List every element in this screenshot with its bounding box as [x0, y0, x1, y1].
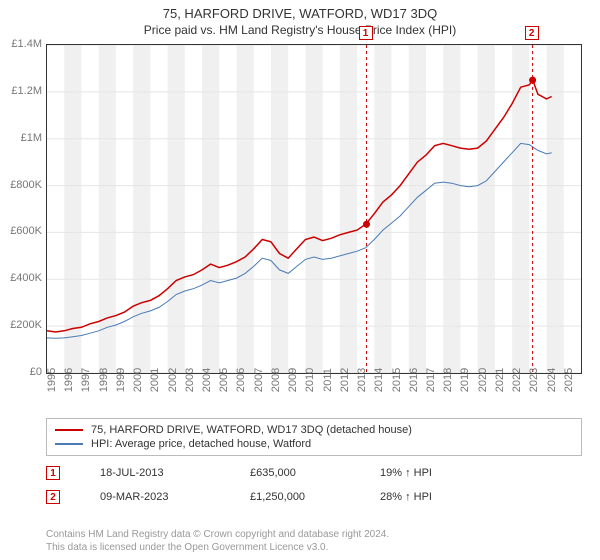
- x-axis-label: 2006: [235, 368, 247, 392]
- legend-label: HPI: Average price, detached house, Watf…: [91, 438, 311, 450]
- legend: 75, HARFORD DRIVE, WATFORD, WD17 3DQ (de…: [46, 418, 582, 456]
- x-axis-label: 2025: [563, 368, 575, 392]
- sale-marker-icon: 2: [46, 490, 60, 504]
- chart-plot: [46, 44, 582, 374]
- footer-line-1: Contains HM Land Registry data © Crown c…: [46, 529, 582, 542]
- y-axis-label: £0: [30, 366, 42, 378]
- y-axis-label: £1M: [21, 132, 42, 144]
- x-axis-label: 1999: [115, 368, 127, 392]
- x-axis-label: 1995: [46, 368, 58, 392]
- x-axis-label: 2013: [356, 368, 368, 392]
- chart-area: £0£200K£400K£600K£800K£1M£1.2M£1.4M 1995…: [46, 44, 582, 374]
- x-axis-label: 2009: [287, 368, 299, 392]
- legend-label: 75, HARFORD DRIVE, WATFORD, WD17 3DQ (de…: [91, 424, 412, 436]
- x-axis-label: 1998: [98, 368, 110, 392]
- x-axis-label: 1997: [80, 368, 92, 392]
- y-axis-label: £400K: [10, 272, 42, 284]
- x-axis-label: 2007: [253, 368, 265, 392]
- x-axis-label: 2002: [167, 368, 179, 392]
- x-axis-label: 2012: [339, 368, 351, 392]
- footer-line-2: This data is licensed under the Open Gov…: [46, 542, 582, 555]
- y-axis-label: £600K: [10, 225, 42, 237]
- legend-row: 75, HARFORD DRIVE, WATFORD, WD17 3DQ (de…: [55, 423, 573, 437]
- x-axis-label: 2023: [528, 368, 540, 392]
- sale-date: 09-MAR-2023: [100, 491, 210, 503]
- x-axis-label: 2014: [373, 368, 385, 392]
- footer: Contains HM Land Registry data © Crown c…: [46, 529, 582, 554]
- x-axis-label: 2005: [218, 368, 230, 392]
- x-axis-label: 2008: [270, 368, 282, 392]
- x-axis-label: 2004: [201, 368, 213, 392]
- legend-row: HPI: Average price, detached house, Watf…: [55, 437, 573, 451]
- sale-date: 18-JUL-2013: [100, 467, 210, 479]
- x-axis-label: 2003: [184, 368, 196, 392]
- x-axis-label: 2001: [149, 368, 161, 392]
- x-axis-label: 1996: [63, 368, 75, 392]
- x-axis-label: 2010: [304, 368, 316, 392]
- sale-marker-2-icon: 2: [525, 26, 539, 40]
- chart-container: 75, HARFORD DRIVE, WATFORD, WD17 3DQ Pri…: [0, 0, 600, 560]
- x-axis-label: 2020: [477, 368, 489, 392]
- x-axis-label: 2017: [425, 368, 437, 392]
- sale-price: £635,000: [250, 467, 340, 479]
- sale-row: 2 09-MAR-2023 £1,250,000 28% ↑ HPI: [46, 490, 582, 504]
- x-axis-label: 2011: [322, 368, 334, 392]
- y-axis-label: £200K: [10, 319, 42, 331]
- y-axis-label: £1.2M: [11, 85, 42, 97]
- sale-pct: 19% ↑ HPI: [380, 467, 432, 479]
- sale-marker-1-icon: 1: [359, 26, 373, 40]
- x-axis-label: 2021: [494, 368, 506, 392]
- sale-row: 1 18-JUL-2013 £635,000 19% ↑ HPI: [46, 466, 582, 480]
- x-axis-label: 2024: [546, 368, 558, 392]
- sale-price: £1,250,000: [250, 491, 340, 503]
- chart-svg: [47, 45, 581, 373]
- sale-pct: 28% ↑ HPI: [380, 491, 432, 503]
- x-axis-label: 2015: [391, 368, 403, 392]
- chart-subtitle: Price paid vs. HM Land Registry's House …: [0, 21, 600, 37]
- legend-line-icon: [55, 443, 83, 445]
- legend-line-icon: [55, 429, 83, 431]
- x-axis-label: 2018: [442, 368, 454, 392]
- x-axis-label: 2016: [408, 368, 420, 392]
- sale-marker-icon: 1: [46, 466, 60, 480]
- x-axis-label: 2000: [132, 368, 144, 392]
- y-axis-label: £800K: [10, 179, 42, 191]
- page-title: 75, HARFORD DRIVE, WATFORD, WD17 3DQ: [0, 0, 600, 21]
- y-axis-label: £1.4M: [11, 38, 42, 50]
- x-axis-label: 2022: [511, 368, 523, 392]
- x-axis-label: 2019: [459, 368, 471, 392]
